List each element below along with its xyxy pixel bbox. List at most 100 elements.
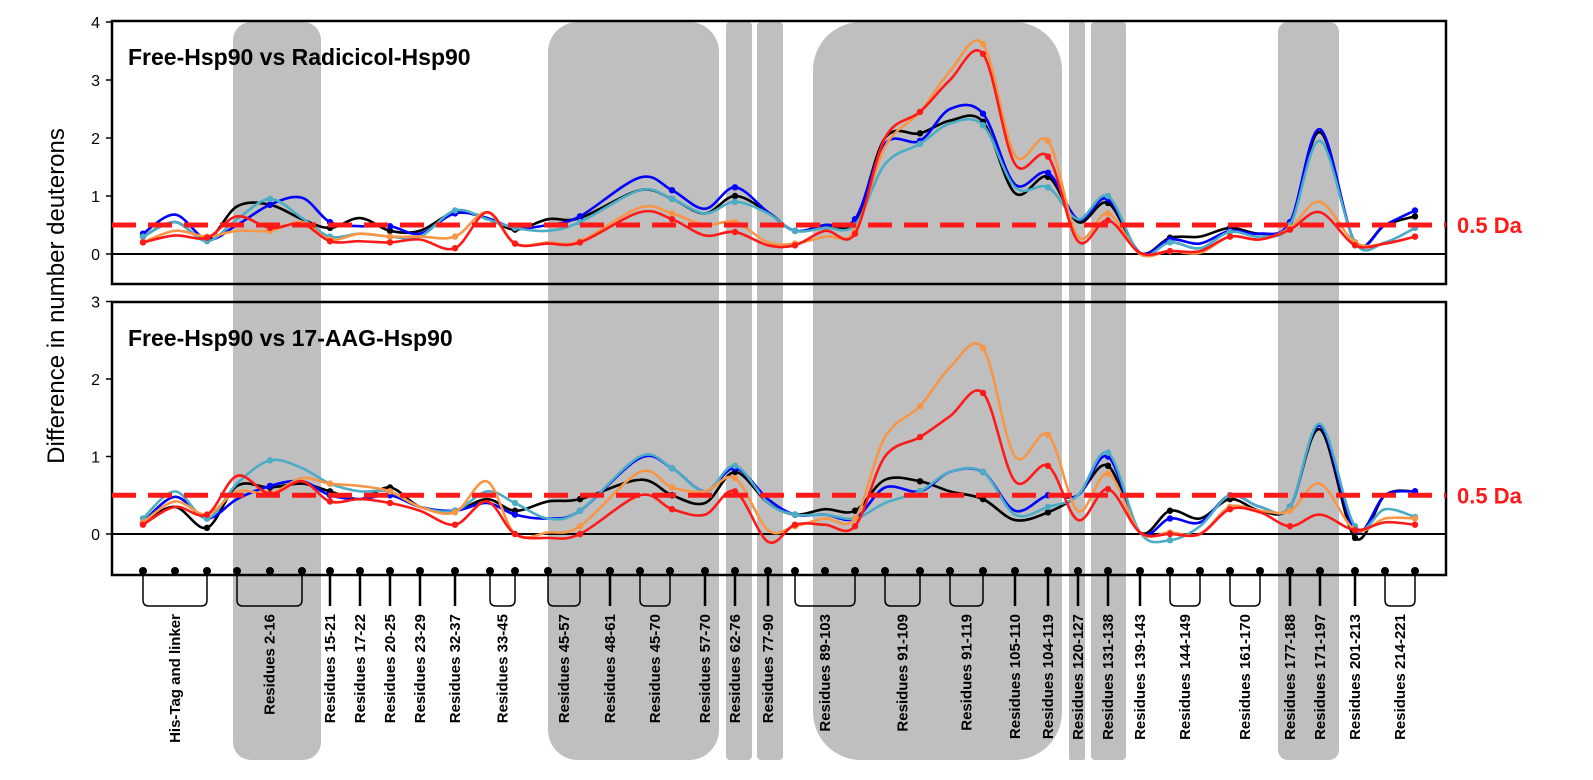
data-point [266, 201, 274, 208]
data-point [1166, 507, 1174, 514]
data-point [979, 40, 987, 48]
data-point [1044, 137, 1052, 145]
data-point [979, 468, 987, 476]
data-point [1044, 503, 1052, 511]
data-point [326, 238, 334, 245]
segment-boundary-dot [731, 567, 739, 575]
segment-boundary-dot [1074, 567, 1082, 575]
segment-label: Residues 48-61 [602, 614, 619, 723]
y-tick-label: 2 [91, 131, 100, 148]
segment-boundary-dot [356, 567, 364, 575]
data-point [979, 110, 987, 117]
segment-bracket [794, 575, 856, 607]
segment-bracket [142, 575, 208, 607]
segment-boundary-dot [666, 567, 674, 575]
threshold-label: 0.5 Da [1457, 213, 1523, 238]
segment-boundary-dot [326, 567, 334, 575]
segment-label: Residues 144-149 [1177, 614, 1194, 740]
data-point [386, 488, 394, 495]
panel-1: 0 1 2 3 4 0.5 Da Free-Hsp90 vs Radicicol-Hsp90 [91, 15, 1523, 286]
shaded-region [548, 22, 719, 760]
segment-boundary-dot [1226, 567, 1234, 575]
data-point [1166, 515, 1174, 522]
data-point [851, 515, 859, 522]
segment-label: Residues 161-170 [1237, 614, 1254, 740]
segment-axis: His-Tag and linker Residues 2-16 Residues … [139, 567, 1419, 743]
data-point [1411, 233, 1419, 240]
data-point [1104, 485, 1112, 493]
plot-panels: 0 1 2 3 4 0.5 Da Free-Hsp90 vs Radicicol-Hsp90… [91, 15, 1523, 577]
segment-boundary-dot [511, 567, 519, 575]
data-point [1286, 523, 1294, 530]
data-point [266, 195, 274, 203]
data-point [668, 187, 676, 194]
segment-boundary-dot [416, 567, 424, 575]
data-point [1226, 506, 1234, 513]
segment-label: Residues 91-119 [959, 614, 976, 731]
data-point [979, 122, 987, 129]
data-point [266, 457, 274, 464]
data-point [731, 192, 739, 200]
segment-boundary-dot [764, 567, 772, 575]
data-point [1411, 213, 1419, 220]
segment-label: His-Tag and linker [167, 614, 184, 743]
panel-2: 0 1 2 3 0.5 Da Free-Hsp90 vs 17-AAG-Hsp90 [91, 295, 1523, 577]
data-point [1411, 521, 1419, 528]
segment-label: Residues 131-138 [1100, 614, 1117, 740]
data-point [916, 108, 924, 116]
segment-bracket [884, 575, 921, 607]
segment-label: Residues 91-109 [895, 614, 912, 732]
data-point [1411, 515, 1419, 522]
data-point [139, 233, 147, 240]
data-point [1044, 169, 1052, 176]
segment-label: Residues 45-70 [647, 614, 664, 723]
data-point [139, 239, 147, 246]
segment-boundary-dot [1044, 567, 1052, 575]
segment-bracket [949, 575, 984, 607]
segment-label: Residues 17-22 [352, 614, 369, 723]
segment-label: Residues 214-221 [1392, 614, 1409, 740]
data-point [451, 233, 459, 240]
data-point [1351, 242, 1359, 249]
data-point [851, 230, 859, 237]
segment-label: Residues 15-21 [322, 614, 339, 723]
data-point [916, 130, 924, 137]
data-point [791, 227, 799, 234]
data-point [1044, 509, 1052, 516]
segment-bracket [1169, 575, 1201, 607]
y-tick-label: 2 [91, 372, 100, 389]
segment-label: Residues 139-143 [1132, 614, 1149, 740]
data-point [576, 213, 584, 220]
data-point [511, 240, 519, 247]
data-point [1044, 462, 1052, 469]
data-point [731, 475, 739, 482]
segment-bracket [547, 575, 581, 607]
segment-boundary-dot [1104, 567, 1112, 575]
segment-label: Residues 77-90 [760, 614, 777, 723]
segment-boundary-dot [1381, 567, 1389, 575]
data-point [326, 480, 334, 487]
segment-label: Residues 57-70 [697, 614, 714, 723]
shaded-region [813, 22, 1062, 760]
data-point [979, 389, 987, 397]
data-point [1166, 537, 1174, 544]
data-point [386, 239, 394, 246]
segment-boundary-dot [916, 567, 924, 575]
data-point [731, 462, 739, 469]
segment-bracket [1384, 575, 1416, 607]
segment-boundary-dot [1316, 567, 1324, 575]
y-tick-label: 0 [91, 247, 100, 264]
data-point [386, 499, 394, 507]
segment-label: Residues 62-76 [727, 614, 744, 723]
segment-label: Residues 20-25 [382, 614, 399, 723]
data-point [139, 521, 147, 528]
data-point [791, 521, 799, 528]
series-line-red [142, 49, 1416, 257]
segment-label: Residues 105-110 [1007, 614, 1024, 739]
data-point [916, 140, 924, 147]
segment-boundary-dot [606, 567, 614, 575]
segment-boundary-dot [701, 567, 709, 575]
threshold-label: 0.5 Da [1457, 483, 1523, 508]
data-point [916, 402, 924, 410]
